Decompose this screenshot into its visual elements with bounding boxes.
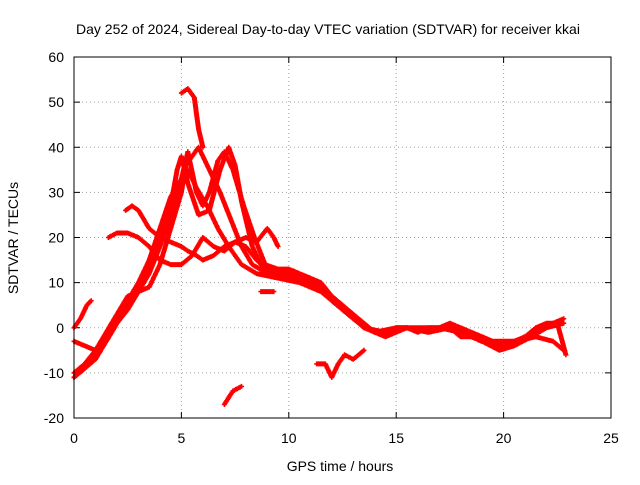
series-markers: [123, 203, 270, 272]
y-tick-label: -20: [44, 410, 64, 426]
x-tick-label: 0: [70, 430, 78, 446]
x-tick-label: 5: [178, 430, 186, 446]
y-tick-label: -10: [44, 365, 64, 381]
series-markers: [221, 383, 244, 407]
y-tick-label: 60: [48, 49, 64, 65]
y-tick-label: 50: [48, 94, 64, 110]
series-trace-11: [258, 289, 277, 295]
series-markers: [178, 86, 206, 150]
y-tick-label: 0: [56, 320, 64, 336]
plot-frame: [73, 56, 612, 419]
x-tick-label: 10: [281, 430, 297, 446]
y-tick-label: 40: [48, 139, 64, 155]
x-tick-label: 15: [388, 430, 404, 446]
tick-layer: -20 -10 0 10 20 30 40 50 60 0 5 10 15 20 25: [44, 49, 619, 446]
series-trace-8: [314, 347, 367, 380]
x-axis-label: GPS time / hours: [287, 458, 394, 474]
y-tick-label: 10: [48, 275, 64, 291]
y-tick-label: 30: [48, 184, 64, 200]
y-axis-label: SDTVAR / TECUs: [5, 182, 21, 294]
chart-title: Day 252 of 2024, Sidereal Day-to-day VTE…: [76, 21, 580, 37]
series-trace-10: [221, 383, 244, 407]
x-tick-label: 25: [603, 430, 619, 446]
y-tick-label: 20: [48, 230, 64, 246]
series-trace-7: [123, 203, 270, 272]
series-markers: [258, 289, 277, 295]
x-tick-label: 20: [496, 430, 512, 446]
series-trace-9: [178, 86, 206, 150]
series-markers: [314, 347, 367, 380]
grid-layer: [74, 57, 611, 418]
